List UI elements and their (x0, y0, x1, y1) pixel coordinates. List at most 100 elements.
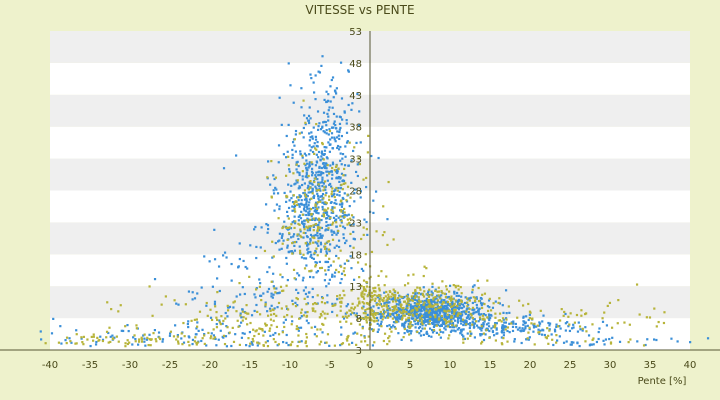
data-point (287, 155, 290, 158)
data-point (491, 330, 494, 333)
data-point (370, 299, 373, 302)
data-point (480, 304, 483, 307)
data-point (289, 190, 292, 193)
data-point (372, 199, 375, 202)
data-point (316, 302, 319, 305)
data-point (578, 325, 582, 328)
data-point (435, 294, 439, 297)
data-point (635, 283, 639, 286)
data-point (291, 148, 294, 152)
data-point (111, 334, 114, 337)
data-point (433, 324, 436, 327)
data-point (427, 295, 431, 298)
data-point (342, 317, 346, 320)
data-point (317, 173, 321, 176)
data-point (303, 114, 306, 117)
data-point (331, 206, 334, 209)
data-point (276, 306, 279, 309)
data-point (222, 334, 226, 337)
data-point (341, 188, 344, 191)
data-point (343, 167, 346, 171)
data-point (160, 303, 163, 306)
data-point (295, 200, 298, 204)
data-point (376, 312, 379, 315)
data-point (361, 301, 364, 304)
data-point (457, 302, 460, 305)
data-point (376, 296, 379, 299)
data-point (364, 263, 367, 266)
data-point (303, 193, 307, 196)
data-point (92, 335, 95, 338)
data-point (533, 322, 536, 325)
data-point (471, 288, 474, 291)
data-point (331, 302, 334, 305)
data-point (312, 91, 316, 94)
data-point (308, 229, 312, 232)
data-point (249, 342, 252, 345)
data-point (468, 326, 471, 330)
data-point (212, 337, 215, 340)
data-point (460, 322, 463, 325)
data-point (110, 308, 113, 311)
data-point (213, 258, 217, 261)
data-point (337, 245, 341, 249)
data-point (230, 279, 233, 282)
data-point (401, 308, 404, 311)
data-point (277, 217, 280, 220)
data-point (307, 191, 310, 194)
data-point (312, 145, 315, 148)
data-point (453, 329, 456, 332)
data-point (320, 266, 324, 270)
data-point (497, 319, 500, 322)
data-point (446, 313, 449, 316)
data-point (431, 317, 435, 320)
data-point (419, 312, 422, 315)
data-point (426, 293, 429, 296)
data-point (335, 233, 338, 236)
data-point (419, 334, 423, 337)
data-point (295, 163, 298, 166)
data-point (445, 304, 448, 307)
data-point (278, 96, 281, 99)
data-point (454, 286, 457, 289)
data-point (353, 306, 357, 309)
data-point (329, 100, 332, 103)
data-point (291, 156, 294, 159)
data-point (440, 308, 444, 311)
data-point (343, 241, 347, 245)
data-point (224, 311, 227, 315)
data-point (365, 316, 368, 319)
data-point (506, 340, 509, 343)
data-point (268, 266, 271, 269)
data-point (331, 210, 335, 213)
data-point (318, 221, 321, 224)
data-point (242, 259, 245, 263)
data-point (466, 307, 469, 310)
data-point (254, 225, 257, 229)
data-point (427, 319, 430, 322)
data-point (334, 189, 337, 192)
data-point (155, 340, 158, 343)
data-point (417, 299, 421, 302)
data-point (460, 330, 463, 333)
data-point (287, 308, 290, 311)
data-point (493, 325, 496, 329)
data-point (456, 319, 459, 322)
data-point (445, 320, 448, 324)
data-point (482, 323, 485, 326)
data-point (310, 131, 313, 134)
data-point (461, 303, 465, 306)
data-point (427, 300, 430, 303)
data-point (449, 299, 453, 302)
data-point (314, 135, 317, 138)
data-point (451, 321, 455, 325)
data-point (385, 290, 388, 294)
data-point (95, 340, 98, 344)
data-point (209, 337, 212, 340)
data-point (298, 196, 302, 199)
data-point (386, 324, 389, 328)
data-point (282, 321, 285, 324)
data-point (438, 324, 442, 328)
data-point (479, 334, 482, 337)
data-point (595, 340, 599, 344)
